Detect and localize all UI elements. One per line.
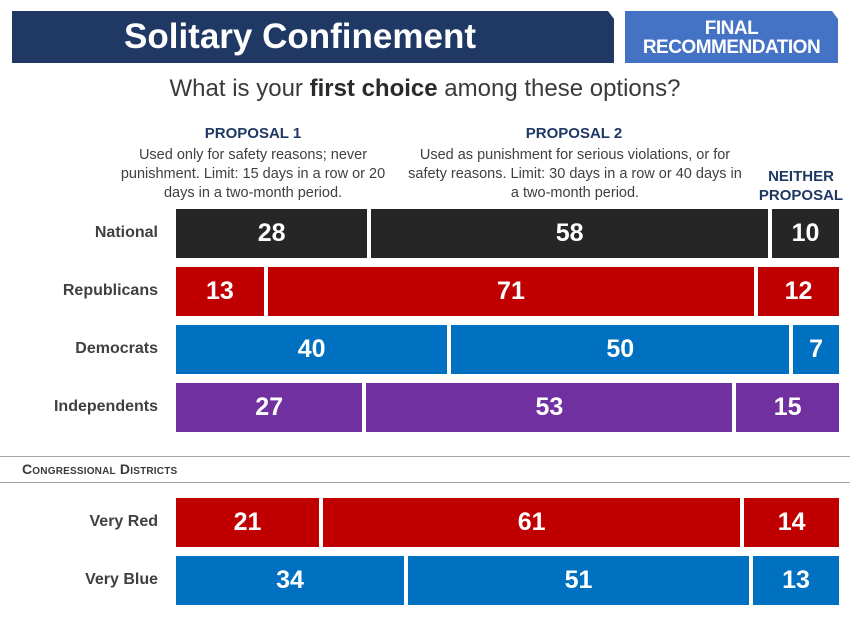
title-banner: Solitary Confinement <box>12 11 614 63</box>
row-label-national: National <box>94 224 158 241</box>
proposal-2-title: PROPOSAL 2 <box>525 125 623 142</box>
bar-segment-democrats-proposal-2: 50 <box>451 325 790 374</box>
proposal-1-description: Used only for safety reasons; never puni… <box>120 147 386 201</box>
bar-segment-very-blue-proposal-1: 34 <box>176 556 405 605</box>
question-bold: first choice <box>309 75 438 102</box>
section-title: Congressional Districts <box>22 461 178 477</box>
page-title: Solitary Confinement <box>124 17 476 56</box>
final-recommendation-badge: FINAL RECOMMENDATION <box>625 11 838 63</box>
neither-line-2: PROPOSAL <box>758 187 844 204</box>
neither-line-1: NEITHER <box>768 168 834 185</box>
bar-segment-very-red-proposal-1: 21 <box>176 498 320 547</box>
section-divider-bottom <box>0 482 850 483</box>
question-suffix: among these options? <box>437 75 681 102</box>
bar-segment-very-blue-proposal-2: 51 <box>408 556 750 605</box>
bar-segment-republicans-proposal-1: 13 <box>176 267 264 316</box>
row-label-very-red: Very Red <box>89 513 158 530</box>
row-label-very-blue: Very Blue <box>85 571 158 588</box>
bar-segment-democrats-neither-proposal: 7 <box>793 325 839 374</box>
neither-proposal-title: NEITHER PROPOSAL <box>752 167 850 205</box>
bar-segment-independents-neither-proposal: 15 <box>736 383 839 432</box>
bar-segment-democrats-proposal-1: 40 <box>176 325 448 374</box>
row-label-independents: Independents <box>53 398 158 415</box>
bar-segment-national-proposal-1: 28 <box>176 209 368 258</box>
question-text: What is your first choice among these op… <box>0 75 850 103</box>
section-divider-top <box>0 456 850 457</box>
bar-segment-republicans-neither-proposal: 12 <box>758 267 839 316</box>
bar-segment-very-blue-neither-proposal: 13 <box>753 556 839 605</box>
bar-segment-republicans-proposal-2: 71 <box>267 267 755 316</box>
bar-segment-national-proposal-2: 58 <box>371 209 768 258</box>
badge-line-1: FINAL <box>704 18 759 39</box>
proposal-1-title: PROPOSAL 1 <box>204 125 302 142</box>
badge-line-2: RECOMMENDATION <box>642 37 821 58</box>
bar-segment-national-neither-proposal: 10 <box>771 209 839 258</box>
bar-segment-very-red-neither-proposal: 14 <box>744 498 839 547</box>
bar-segment-independents-proposal-1: 27 <box>176 383 363 432</box>
row-label-democrats: Democrats <box>75 340 158 357</box>
bar-segment-very-red-proposal-2: 61 <box>323 498 741 547</box>
row-label-republicans: Republicans <box>62 282 158 299</box>
bar-segment-independents-proposal-2: 53 <box>366 383 733 432</box>
proposal-2-description: Used as punishment for serious violation… <box>408 147 742 201</box>
question-prefix: What is your <box>169 75 310 102</box>
